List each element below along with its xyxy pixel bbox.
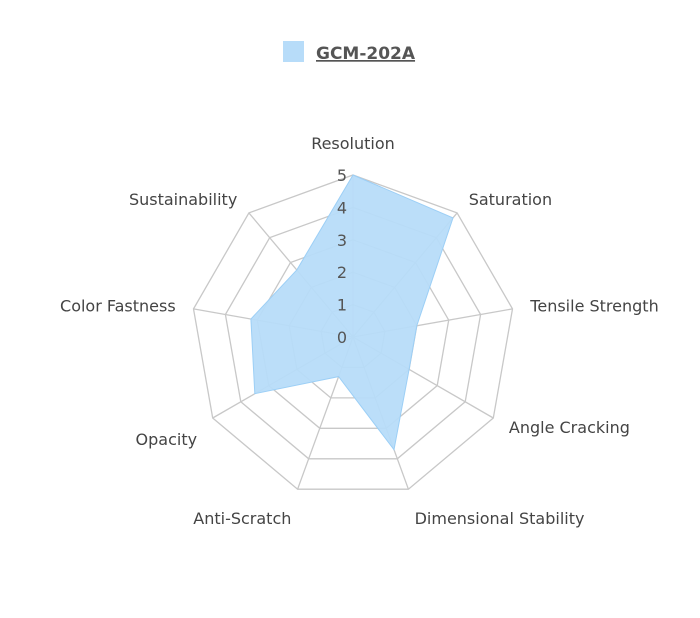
axis-label: Anti-Scratch bbox=[193, 509, 291, 528]
axis-label: Resolution bbox=[311, 134, 395, 153]
tick-label: 1 bbox=[337, 296, 347, 315]
grid-ring bbox=[224, 206, 482, 460]
grid-ring bbox=[256, 239, 450, 429]
tick-label: 3 bbox=[337, 231, 347, 250]
radial-ticks: 0 1 2 3 4 5 bbox=[337, 166, 347, 347]
axis-label: Sustainability bbox=[129, 190, 237, 209]
axis-label: Saturation bbox=[469, 190, 552, 209]
legend-swatch bbox=[283, 41, 304, 62]
tick-label: 4 bbox=[337, 198, 347, 217]
tick-label: 5 bbox=[337, 166, 347, 185]
grid-ring bbox=[192, 174, 514, 490]
axis-label: Dimensional Stability bbox=[415, 509, 585, 528]
series-area[interactable] bbox=[250, 174, 454, 451]
axis-label: Opacity bbox=[136, 430, 198, 449]
axis-label: Angle Cracking bbox=[509, 418, 630, 437]
tick-label: 0 bbox=[337, 328, 347, 347]
legend[interactable]: GCM-202A bbox=[283, 41, 416, 64]
axis-label: Color Fastness bbox=[60, 297, 176, 316]
series-layer bbox=[250, 174, 454, 451]
legend-label: GCM-202A bbox=[316, 44, 416, 64]
axis-label: Tensile Strength bbox=[529, 297, 658, 316]
tick-label: 2 bbox=[337, 263, 347, 282]
axis-labels: Resolution Saturation Tensile Strength Angl… bbox=[60, 134, 659, 528]
